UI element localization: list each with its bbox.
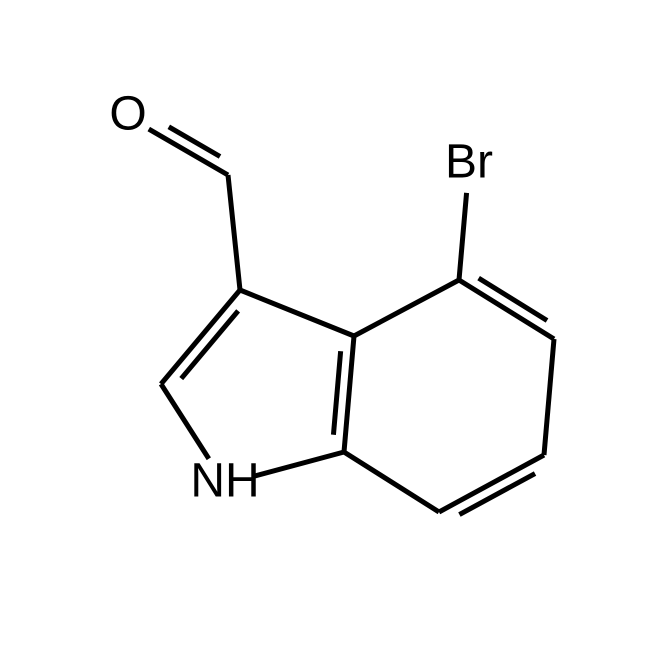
bond-line [254, 452, 344, 476]
atom-label-nh: NH [190, 455, 259, 508]
bond-line [169, 127, 220, 157]
bond-line [439, 455, 544, 512]
bond-line [459, 193, 467, 280]
bond-line [344, 336, 354, 452]
bond-line [344, 452, 439, 512]
bond-line [354, 280, 459, 336]
bond-line [161, 384, 209, 459]
bond-line [240, 290, 354, 336]
chemical-structure-diagram: O NH Br [0, 0, 650, 650]
bond-line [161, 290, 240, 384]
bond-line [459, 280, 554, 339]
atom-label-o: O [109, 88, 146, 141]
bond-line [228, 175, 240, 290]
bond-line [333, 351, 340, 435]
bond-line [181, 311, 238, 379]
atom-label-br: Br [445, 136, 493, 189]
bond-line [544, 339, 554, 455]
